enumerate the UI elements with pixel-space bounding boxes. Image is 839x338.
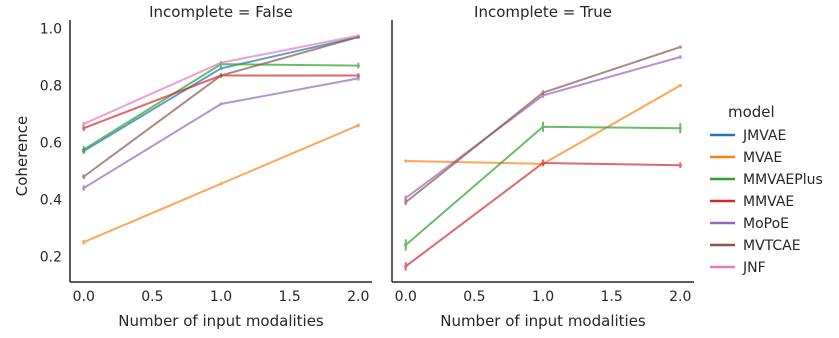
data-point: [678, 163, 682, 167]
data-point: [404, 159, 408, 163]
legend-item-jmvae: JMVAE: [710, 128, 786, 144]
legend-item-mopoe: MoPoE: [710, 216, 789, 232]
legend-label: MMVAEPlus: [743, 172, 823, 188]
data-point: [678, 45, 682, 49]
data-point: [219, 182, 223, 186]
data-point: [678, 55, 682, 59]
legend-title: model: [728, 103, 775, 121]
legend-item-mvae: MVAE: [710, 150, 782, 166]
data-point: [82, 122, 86, 126]
x-axis-label: Number of input modalities: [440, 312, 646, 330]
series-line: [83, 74, 359, 130]
series-line: [405, 125, 681, 246]
data-point: [404, 200, 408, 204]
series-mvtcae: [404, 45, 682, 206]
legend-label: MVAE: [743, 150, 782, 166]
legend-item-jnf: JNF: [710, 260, 766, 276]
legend-label: JMVAE: [742, 128, 786, 144]
x-tick-label: 0.0: [395, 289, 417, 305]
legend-label: MVTCAE: [743, 238, 801, 254]
data-point: [82, 240, 86, 244]
x-tick-label: 1.5: [601, 289, 623, 305]
series-mopoe: [404, 55, 682, 201]
x-tick-label: 1.5: [279, 289, 301, 305]
data-point: [356, 34, 360, 38]
series-mmvae: [82, 73, 360, 132]
legend: model JMVAE MVAE MMVAEPlus MMVAE MoPoE MVTCAE J…: [710, 103, 823, 276]
x-tick-label: 1.0: [532, 289, 554, 305]
data-point: [82, 175, 86, 179]
y-axis-label: Coherence: [13, 116, 31, 196]
data-point: [404, 196, 408, 200]
series-line: [405, 161, 681, 268]
y-tick-label: 0.6: [40, 135, 62, 151]
series-mmvae: [404, 159, 682, 271]
x-tick-label: 2.0: [347, 289, 369, 305]
data-point: [541, 91, 545, 95]
y-tick-label: 0.8: [40, 79, 62, 95]
data-point: [678, 126, 682, 130]
series-line: [83, 77, 359, 189]
data-point: [82, 186, 86, 190]
series-mmvaeplus: [404, 121, 682, 251]
x-tick-label: 2.0: [669, 289, 691, 305]
x-tick-label: 0.0: [73, 289, 95, 305]
data-point: [541, 125, 545, 129]
y-tick-label: 1.0: [40, 22, 62, 38]
legend-label: MoPoE: [743, 216, 789, 232]
series-jmvae: [82, 35, 360, 154]
y-tick-label: 0.2: [40, 249, 62, 265]
data-point: [541, 161, 545, 165]
data-point: [356, 123, 360, 127]
data-point: [219, 66, 223, 71]
x-tick-label: 0.5: [463, 289, 485, 305]
data-point: [82, 147, 86, 152]
series-line: [83, 36, 359, 152]
legend-label: JNF: [742, 260, 766, 276]
y-tick-label: 0.4: [40, 192, 62, 208]
panel-1: Incomplete = False 0.0 0.5 1.0 1.5 2.0 0.2 0.4 0…: [40, 3, 372, 330]
series-mvtcae: [82, 35, 360, 179]
data-point: [404, 243, 408, 247]
x-tick-label: 1.0: [210, 289, 232, 305]
panel-2: Incomplete = True 0.0 0.5 1.0 1.5 2.0 Number o…: [391, 3, 694, 330]
panel-title: Incomplete = True: [474, 3, 612, 21]
data-point: [219, 73, 223, 78]
series-mvae: [82, 123, 360, 245]
panel-title: Incomplete = False: [149, 3, 293, 21]
data-point: [82, 126, 86, 130]
data-point: [219, 102, 223, 106]
data-point: [356, 63, 360, 68]
data-point: [404, 264, 408, 268]
legend-item-mvtcae: MVTCAE: [710, 238, 801, 254]
series-mopoe: [82, 76, 360, 191]
legend-item-mmvae: MMVAE: [710, 194, 794, 210]
data-point: [678, 83, 682, 88]
x-axis-label: Number of input modalities: [118, 312, 324, 330]
data-point: [219, 61, 223, 65]
data-point: [356, 76, 360, 80]
legend-item-mmvaeplus: MMVAEPlus: [710, 172, 823, 188]
series-jnf: [82, 34, 360, 127]
legend-label: MMVAE: [743, 194, 794, 210]
series-line: [83, 36, 359, 178]
x-tick-label: 0.5: [141, 289, 163, 305]
